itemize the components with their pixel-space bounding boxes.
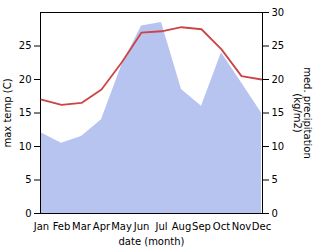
svg-text:Feb: Feb bbox=[53, 221, 71, 232]
svg-text:20: 20 bbox=[19, 74, 32, 85]
svg-text:15: 15 bbox=[19, 107, 32, 118]
svg-text:Dec: Dec bbox=[252, 221, 271, 232]
svg-text:5: 5 bbox=[272, 174, 278, 185]
svg-text:20: 20 bbox=[272, 74, 285, 85]
svg-text:Jan: Jan bbox=[33, 221, 49, 232]
svg-text:May: May bbox=[111, 221, 132, 232]
svg-text:Mar: Mar bbox=[72, 221, 92, 232]
svg-text:0: 0 bbox=[272, 208, 278, 219]
svg-text:15: 15 bbox=[272, 107, 285, 118]
svg-text:Sep: Sep bbox=[192, 221, 211, 232]
svg-text:Jun: Jun bbox=[133, 221, 150, 232]
svg-text:10: 10 bbox=[19, 141, 32, 152]
svg-text:Nov: Nov bbox=[232, 221, 252, 232]
svg-text:max temp (C): max temp (C) bbox=[2, 78, 13, 147]
svg-text:date (month): date (month) bbox=[119, 236, 185, 247]
svg-text:Oct: Oct bbox=[213, 221, 230, 232]
svg-text:5: 5 bbox=[25, 174, 31, 185]
svg-text:25: 25 bbox=[272, 40, 285, 51]
svg-text:0: 0 bbox=[25, 208, 31, 219]
svg-text:30: 30 bbox=[272, 7, 285, 18]
svg-text:Apr: Apr bbox=[93, 221, 111, 232]
svg-text:Aug: Aug bbox=[172, 221, 192, 232]
svg-text:25: 25 bbox=[19, 40, 32, 51]
svg-text:10: 10 bbox=[272, 141, 285, 152]
svg-text:med. precipitation(kg/m2): med. precipitation(kg/m2) bbox=[292, 67, 313, 159]
svg-text:Jul: Jul bbox=[154, 221, 167, 232]
